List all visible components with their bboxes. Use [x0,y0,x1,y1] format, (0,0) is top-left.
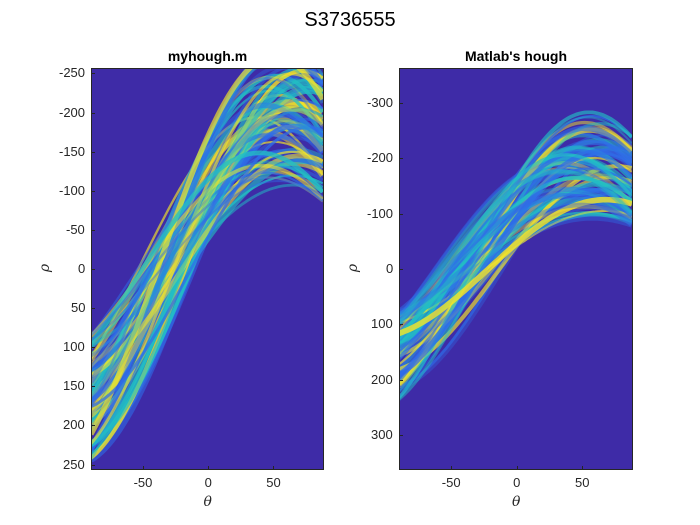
x-tick-label: -50 [441,475,461,490]
left-x-axis-label: θ [203,494,212,510]
hough-curve [91,150,324,345]
hough-curve [91,102,324,384]
y-tick [399,379,403,381]
right-x-axis-label: θ [512,494,521,510]
x-tick-label: 50 [575,475,590,490]
left-heatmap [91,68,324,470]
x-tick [516,466,518,470]
y-tick [91,386,95,388]
y-tick [91,347,95,349]
right-y-axis-label: ρ [345,263,362,273]
hough-curve [91,68,324,450]
hough-curve [91,176,324,336]
x-tick [451,466,453,470]
hough-curve [399,169,633,323]
x-tick-label: 0 [513,475,521,490]
y-tick-label: 200 [371,371,393,387]
hough-curve [399,196,633,337]
y-tick [91,73,95,75]
y-tick-label: -50 [66,221,85,237]
hough-curve [399,153,633,340]
y-tick [399,324,403,326]
y-tick-label: -100 [367,205,394,221]
y-tick [91,112,95,114]
hough-curve [91,118,324,396]
figure-title: S3736555 [304,9,396,31]
y-tick-label: -100 [59,182,86,198]
y-tick [399,213,403,215]
y-tick-label: -300 [367,94,394,110]
right-axes-title: Matlab's hough [464,48,568,64]
y-tick-label: 300 [371,427,393,443]
y-tick [399,158,403,160]
hough-curve [399,148,633,378]
y-tick-label: -200 [59,104,86,120]
right-heatmap [399,68,633,470]
y-tick-label: 200 [63,417,85,433]
hough-curve [91,78,324,447]
y-tick-label: 0 [386,261,394,276]
y-tick [399,269,403,270]
x-tick-label: -50 [133,475,153,490]
y-tick-label: 250 [63,456,85,472]
left-accumulator-image [91,68,324,463]
hough-curve [399,211,633,317]
x-tick [208,466,210,470]
hough-curve [399,176,633,336]
hough-curve [91,160,324,346]
y-tick [399,102,403,104]
hough-curve [91,68,324,436]
x-tick [143,466,145,470]
y-tick [91,425,95,427]
y-tick-label: 0 [78,261,86,276]
y-tick-label: 50 [71,300,86,316]
y-tick [91,229,95,231]
x-tick [273,466,275,470]
x-tick-label: 0 [204,475,212,490]
hough-curve [91,179,324,341]
y-tick [91,151,95,153]
y-tick-label: 100 [371,316,393,332]
hough-curve [91,72,324,445]
y-tick [399,435,403,437]
hough-curve [91,106,324,414]
hough-curve [399,202,633,320]
y-tick-label: -200 [367,150,394,166]
hough-curve [91,123,324,403]
left-axes-title: myhough.m [167,48,248,64]
y-tick-label: -250 [59,65,86,81]
y-tick [91,269,95,270]
y-tick-label: -150 [59,143,86,159]
y-tick [91,190,95,192]
x-tick-label: 50 [266,475,281,490]
y-tick [91,464,95,466]
hough-curve [91,126,324,409]
y-tick-label: 150 [63,378,85,394]
hough-curve [91,165,324,358]
right-accumulator-image [399,110,633,401]
left-y-axis-label: ρ [37,263,54,273]
x-tick [582,466,584,470]
y-tick [91,308,95,310]
hough-curve [399,169,633,325]
y-tick-label: 100 [63,339,85,355]
